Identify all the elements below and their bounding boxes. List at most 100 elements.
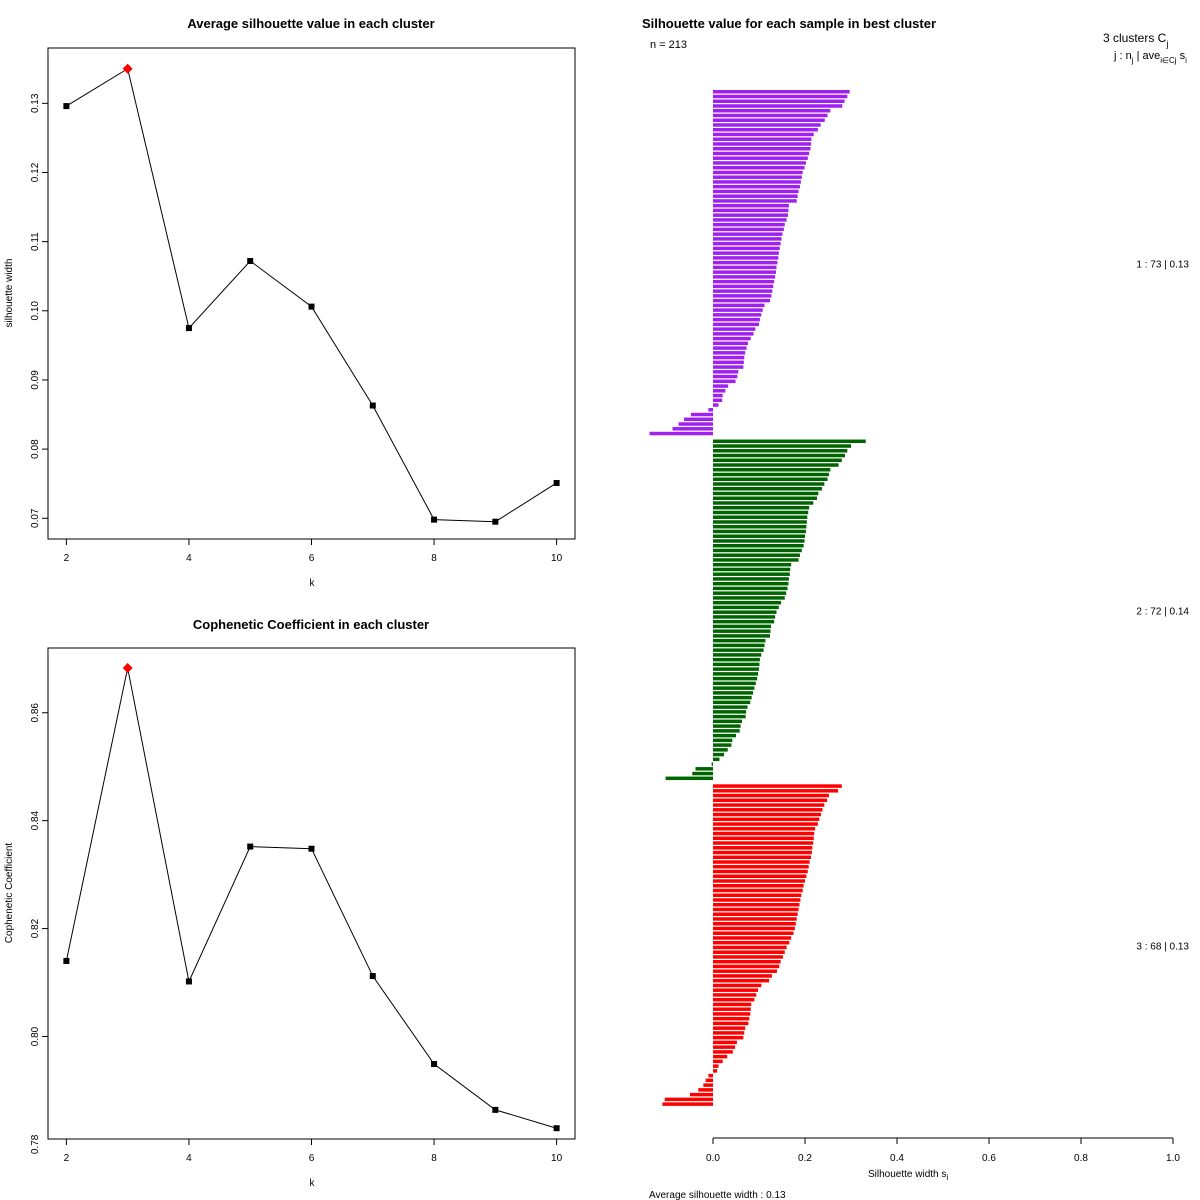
- cluster-3-bar: [713, 955, 783, 959]
- cluster-1-bar: [713, 127, 818, 132]
- cluster-2-bar: [713, 738, 733, 743]
- x-tick-label: 2: [64, 553, 70, 564]
- y-tick-label: 0.09: [30, 370, 41, 390]
- cluster-2-bar: [713, 463, 839, 467]
- cluster-1-bar: [713, 365, 744, 369]
- cluster-3-bar: [713, 1069, 718, 1073]
- cluster-3-bar: [713, 1059, 723, 1064]
- cluster-3-bar: [713, 974, 772, 978]
- legend-line2-b: | ave: [1134, 50, 1161, 62]
- cluster-1-bar: [713, 322, 759, 327]
- cluster-3-bar: [713, 831, 815, 836]
- cluster-2-bar: [713, 586, 788, 591]
- cluster-3-bar: [713, 869, 808, 874]
- cluster-1-bar: [672, 427, 713, 431]
- cluster-labels: 1 : 73 | 0.13 2 : 72 | 0.14 3 : 68 | 0.13: [1136, 259, 1189, 952]
- silhouette-bars-title: Silhouette value for each sample in best…: [642, 16, 936, 31]
- x-tick-label: 0.2: [798, 1153, 812, 1164]
- cluster-2-bar: [713, 743, 732, 747]
- cluster-3-bar: [713, 921, 796, 926]
- cluster-2-bar: [713, 567, 791, 572]
- cluster-3-bar: [713, 879, 805, 883]
- cluster-3-bar: [713, 964, 780, 969]
- data-point: [369, 402, 376, 409]
- cluster-2-bar: [713, 705, 748, 709]
- best-k-marker: [122, 662, 133, 673]
- cophenetic-x-ticks: 2 4 6 8 10: [64, 1139, 563, 1164]
- cluster-3-bar: [713, 846, 813, 850]
- cluster-1-bar: [713, 346, 747, 350]
- cluster-2-bar: [713, 748, 728, 752]
- cluster-1-bar: [684, 417, 713, 422]
- cluster-2-bar: [713, 724, 741, 728]
- cluster-1-bar: [713, 389, 726, 393]
- cluster-2-bar: [713, 638, 766, 643]
- cluster-3-bar: [713, 1040, 737, 1045]
- cluster-2-bar: [713, 591, 787, 595]
- cluster-1-bar: [708, 408, 713, 412]
- cluster-2-bar: [713, 468, 831, 472]
- cluster-3-bar: [703, 1083, 713, 1087]
- cluster-1-bar: [713, 104, 843, 108]
- cluster-2-bar: [713, 605, 779, 610]
- cluster-3-bar: [713, 874, 807, 879]
- cluster-3-bar: [713, 959, 781, 964]
- cluster-1-bar: [713, 118, 825, 122]
- cluster-1-bar: [713, 213, 788, 217]
- cluster-3-bar: [713, 993, 757, 997]
- avg-silhouette-x-ticks: 2 4 6 8 10: [64, 539, 563, 564]
- x-tick-label: 0.0: [706, 1153, 720, 1164]
- cluster-1-bar: [713, 256, 779, 260]
- data-point: [63, 103, 70, 110]
- cluster-2-bar: [713, 691, 754, 695]
- cluster-3-bar: [713, 808, 823, 812]
- x-tick-label: 1.0: [1166, 1153, 1180, 1164]
- data-point: [247, 843, 254, 850]
- cluster-2-bar: [713, 577, 789, 581]
- cluster-3-bar: [713, 1002, 752, 1007]
- cluster-3-bar: [713, 931, 794, 935]
- data-point: [431, 1061, 438, 1068]
- x-tick-label: 0.6: [982, 1153, 996, 1164]
- cluster-3-bar: [713, 988, 759, 992]
- cluster-2-bar: [711, 762, 713, 766]
- cluster-1-bar: [713, 189, 799, 194]
- cluster-3-label: 3 : 68 | 0.13: [1136, 942, 1189, 953]
- cluster-2-bar: [713, 681, 756, 686]
- cluster-1-bar: [713, 251, 779, 255]
- cluster-1-bar: [713, 241, 781, 246]
- cluster-3-bar: [713, 1026, 746, 1030]
- cluster-2-bar: [713, 624, 771, 629]
- cluster-2-bar: [713, 676, 758, 681]
- cluster-3-bar: [713, 936, 792, 940]
- cluster-2-bar: [713, 600, 782, 605]
- cluster-1-bar: [713, 403, 719, 407]
- x-tick-label: 8: [431, 553, 437, 564]
- cluster-2-bar: [713, 648, 764, 652]
- avg-silhouette-xlabel: k: [310, 578, 316, 589]
- legend-line2-sub3: i: [1185, 56, 1187, 65]
- cluster-1-bar: [713, 284, 774, 289]
- cluster-2-bar: [713, 629, 771, 633]
- cluster-3-bar: [713, 917, 797, 921]
- cluster-2-bar: [713, 524, 807, 529]
- silhouette-bars-panel: Silhouette value for each sample in best…: [642, 16, 1189, 1200]
- cluster-2-bar: [713, 610, 777, 614]
- cluster-2-bar: [713, 695, 752, 700]
- x-tick-label: 4: [186, 553, 192, 564]
- cluster-1-bar: [713, 94, 848, 99]
- cluster-2-bar: [713, 686, 755, 690]
- cluster-2-bar: [713, 548, 802, 553]
- cluster-3-bar: [698, 1088, 713, 1092]
- cophenetic-series: [63, 662, 560, 1132]
- cluster-2-bar: [713, 520, 807, 524]
- x-tick-label: 4: [186, 1153, 192, 1164]
- cluster-3-bar: [713, 865, 809, 869]
- cluster-3-bar: [713, 912, 798, 916]
- cluster-2-bar: [713, 444, 851, 448]
- cluster-2-bar: [713, 662, 760, 667]
- cluster-2-bar: [713, 449, 848, 453]
- cluster-2-bar: [713, 572, 790, 576]
- cluster-1-bar: [713, 279, 775, 284]
